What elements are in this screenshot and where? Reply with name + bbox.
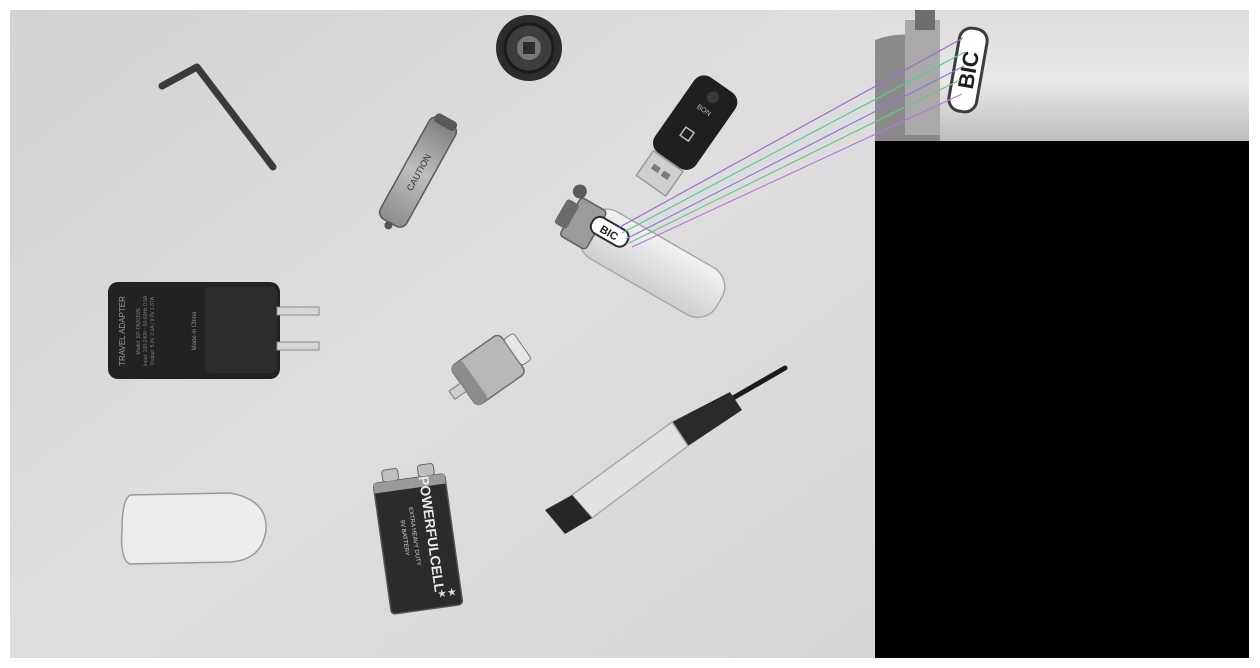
match-line — [621, 51, 966, 234]
battery-9v: POWERFULCELL EXTRA HEAVY DUTY 9V BATTERY… — [372, 463, 464, 615]
encoder-wheel — [496, 15, 562, 81]
charger-brand-label: TRAVEL ADAPTER — [118, 296, 127, 366]
battery-9v-stars: ★★ — [436, 586, 457, 601]
eraser — [120, 492, 267, 565]
charger-made-in: Made in China — [192, 311, 198, 350]
charger-fine-print-2: Input: 100-240V~ 50-60Hz 0.5A — [143, 295, 149, 366]
phone-charger: TRAVEL ADAPTER Model: EP-TA20JWE Input: … — [108, 282, 320, 379]
inset-hood-top — [915, 10, 935, 30]
bic-lighter: BIC — [554, 184, 726, 319]
dc-motor — [448, 333, 531, 406]
inset-hood-band — [905, 20, 940, 135]
inset-bic-logo: BIC — [947, 26, 989, 114]
match-line — [631, 93, 963, 248]
screwdriver — [545, 365, 788, 534]
inset-panel: BIC — [875, 10, 1249, 658]
aa-battery: CAUTION — [378, 113, 458, 230]
battery-9v-sub: 9V BATTERY — [399, 520, 410, 557]
match-line — [625, 65, 965, 240]
charger-fine-print-3: Output: 5.0V 2.0A / 9.0V 1.67A — [150, 296, 156, 365]
feature-match-lines — [617, 37, 966, 248]
inset-black-area — [875, 141, 1249, 658]
allen-key — [158, 63, 277, 171]
match-line — [617, 37, 964, 229]
charger-fine-print-1: Model: EP-TA20JWE — [136, 307, 142, 355]
usb-stick: BON — [635, 75, 738, 198]
match-line — [628, 79, 961, 244]
